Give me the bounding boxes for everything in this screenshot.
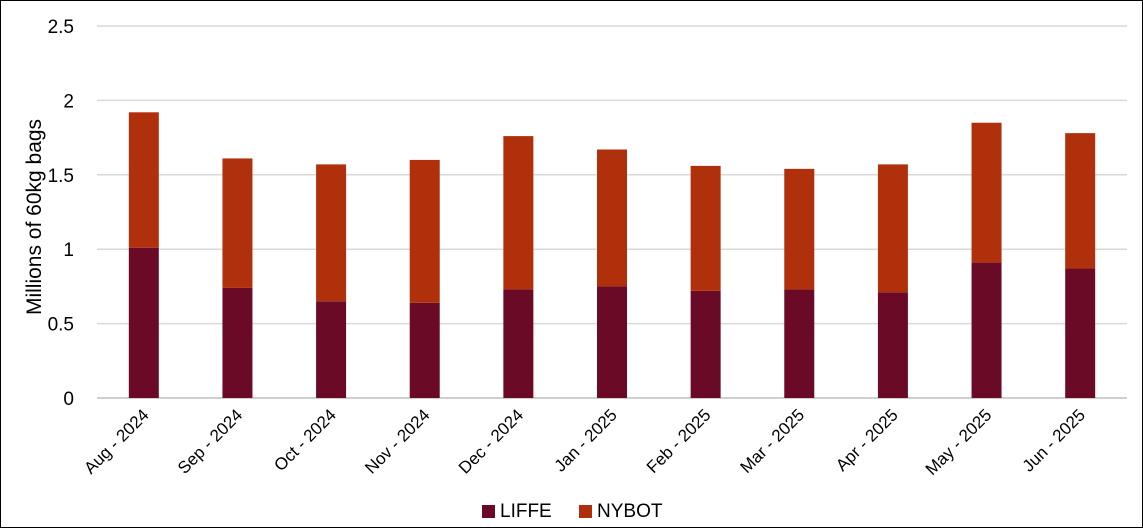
bar-liffe-4	[503, 289, 534, 398]
bar-liffe-8	[877, 292, 908, 398]
bar-nybot-9	[971, 122, 1002, 263]
y-tick-label: 0	[63, 389, 74, 410]
y-tick-label: 1	[63, 240, 74, 261]
bar-nybot-3	[409, 159, 440, 303]
bar-nybot-8	[877, 164, 908, 293]
bar-nybot-6	[690, 165, 721, 291]
bar-nybot-5	[597, 149, 627, 287]
bar-nybot-2	[316, 164, 347, 302]
x-tick-label: Nov - 2024	[361, 405, 433, 477]
bars	[128, 112, 1096, 398]
legend-label-liffe: LIFFE	[500, 501, 552, 522]
bar-liffe-7	[784, 289, 815, 398]
x-tick-label: May - 2025	[922, 405, 996, 479]
x-tick-label: Mar - 2025	[737, 405, 809, 477]
y-tick-label: 2.5	[48, 17, 74, 38]
x-tick-label: Apr - 2025	[832, 405, 902, 475]
y-axis-ticks: 0 0.5 1 1.5 2 2.5	[48, 17, 74, 410]
legend-swatch-nybot	[579, 505, 592, 518]
x-tick-label: Sep - 2024	[174, 405, 246, 477]
legend-swatch-liffe	[482, 505, 495, 518]
bar-liffe-10	[1065, 268, 1096, 398]
x-tick-label: Dec - 2024	[455, 405, 527, 477]
bar-nybot-1	[222, 158, 253, 288]
bar-liffe-1	[222, 287, 253, 398]
bar-nybot-4	[503, 136, 534, 290]
bar-liffe-0	[128, 247, 159, 398]
y-axis-label: Millions of 60kg bags	[23, 119, 46, 315]
y-tick-label: 1.5	[48, 166, 74, 187]
bar-liffe-2	[316, 301, 347, 398]
x-tick-label: Jan - 2025	[551, 405, 621, 475]
y-tick-label: 0.5	[48, 315, 74, 336]
bar-liffe-5	[597, 286, 627, 398]
x-tick-label: Aug - 2024	[80, 405, 152, 477]
x-tick-label: Jun - 2025	[1019, 405, 1089, 475]
bar-nybot-7	[784, 168, 815, 290]
x-tick-label: Oct - 2024	[270, 405, 340, 475]
x-tick-label: Feb - 2025	[643, 405, 715, 477]
y-tick-label: 2	[63, 91, 74, 112]
bar-nybot-0	[128, 112, 159, 248]
bar-liffe-6	[690, 290, 721, 398]
bar-nybot-10	[1065, 133, 1096, 269]
bar-liffe-3	[409, 302, 440, 398]
legend-label-nybot: NYBOT	[597, 501, 663, 522]
legend: LIFFE NYBOT	[482, 501, 663, 522]
x-axis-ticks: Aug - 2024 Sep - 2024 Oct - 2024 Nov - 2024…	[80, 405, 1089, 479]
bar-liffe-9	[971, 262, 1002, 398]
